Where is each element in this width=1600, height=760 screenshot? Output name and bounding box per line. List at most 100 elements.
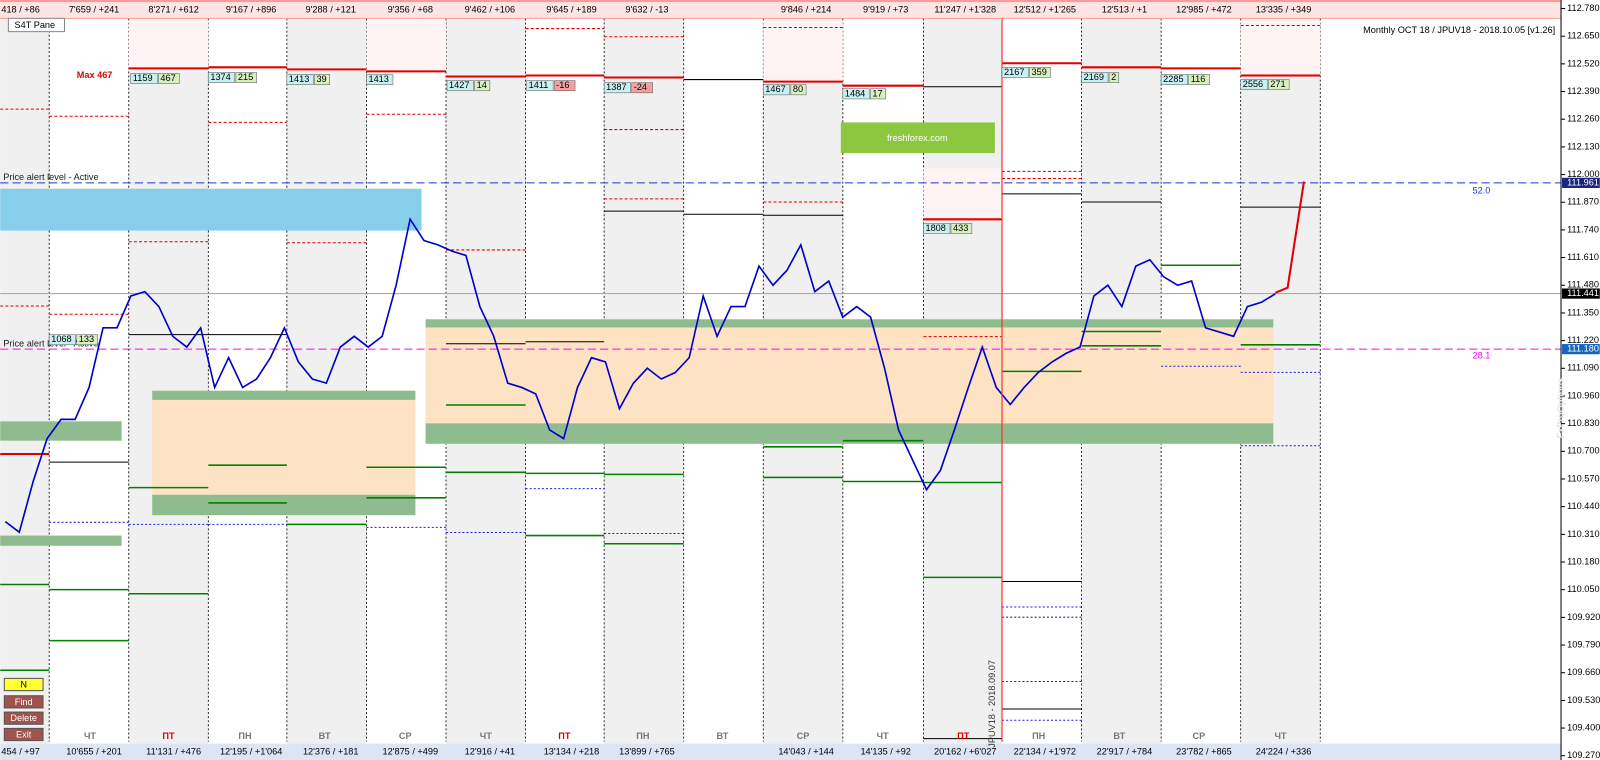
day-label: ПТ — [162, 731, 175, 741]
bottom-label: 454 / +97 — [1, 746, 40, 756]
day-label: СР — [797, 731, 810, 741]
y-tick-label: 110.700 — [1567, 446, 1599, 456]
day-label: СР — [1192, 731, 1205, 741]
y-tick-label: 110.440 — [1567, 501, 1599, 511]
pane-label: S4T Pane — [14, 20, 55, 30]
box-label: 14 — [477, 80, 487, 90]
box-bg — [1001, 67, 1029, 78]
column-bg — [49, 0, 129, 760]
y-tick-label: 111.740 — [1567, 224, 1599, 234]
box-label: 359 — [1032, 67, 1047, 77]
bottom-label: 13'899 / +765 — [619, 746, 675, 756]
button-label[interactable]: Find — [15, 697, 33, 707]
box-label: 116 — [1191, 74, 1206, 84]
box-bg — [603, 82, 631, 94]
box-label: 1387 — [606, 82, 626, 92]
box-bg — [631, 82, 653, 94]
zone — [425, 319, 1274, 444]
y-tick-label: 111.480 — [1567, 280, 1599, 290]
box-label: 2285 — [1163, 74, 1183, 84]
button-bg[interactable] — [3, 711, 44, 725]
box-bg — [526, 80, 554, 92]
box-bg — [158, 73, 180, 84]
column-bg — [128, 0, 209, 760]
y-tick-label: 111.220 — [1567, 335, 1599, 345]
day-label: ЧТ — [1274, 731, 1286, 741]
bottom-label: 23'782 / +865 — [1176, 746, 1232, 756]
header-bar — [0, 0, 1562, 19]
box-label: 1427 — [449, 80, 469, 90]
day-label: СР — [399, 731, 412, 741]
day-label: ВТ — [1113, 731, 1125, 741]
watermark: FxProOptions — [1555, 378, 1565, 439]
y-tick-label: 109.660 — [1567, 667, 1600, 677]
box-bg — [48, 334, 76, 346]
bottom-label: 12'376 / +181 — [303, 746, 359, 756]
button-bg[interactable] — [3, 727, 44, 742]
box-label: 467 — [160, 73, 175, 83]
day-label: ЧТ — [480, 731, 492, 741]
price-line-series — [4, 217, 1276, 534]
button-label[interactable]: N — [20, 679, 27, 689]
box-bg — [286, 74, 314, 85]
bottom-label: 22'134 / +1'972 — [1014, 746, 1076, 756]
column-bg — [1320, 0, 1562, 760]
box-label: 1808 — [925, 223, 945, 233]
button-label[interactable]: Exit — [16, 729, 32, 739]
top-label: 9'919 / +73 — [863, 5, 908, 15]
price-marks — [4, 18, 1305, 742]
box-label: 1374 — [210, 72, 230, 82]
box-label: 433 — [953, 223, 968, 233]
day-label: ВТ — [319, 731, 331, 741]
zone — [425, 423, 1274, 444]
bottom-label: 12'916 / +41 — [465, 746, 515, 756]
column-bg — [208, 0, 287, 760]
forecast-line — [1274, 181, 1305, 294]
top-label: 9'632 / -13 — [625, 5, 668, 15]
top-label: 9'356 / +68 — [388, 5, 433, 15]
day-label: ПТ — [558, 731, 571, 741]
y-tick-label: 111.870 — [1567, 197, 1599, 207]
zone — [152, 390, 416, 400]
box-label: 1413 — [289, 74, 309, 84]
pane-box — [7, 17, 65, 33]
top-label: 9'288 / +121 — [306, 5, 356, 15]
bottom-label: 14'043 / +144 — [778, 746, 834, 756]
button-bg[interactable] — [3, 677, 44, 692]
top-label: 12'985 / +472 — [1176, 5, 1232, 15]
zone — [152, 390, 416, 516]
box-label: 133 — [79, 334, 94, 344]
box-label: 17 — [872, 88, 882, 98]
y-tick-label: 110.050 — [1567, 584, 1599, 594]
box-bg — [870, 88, 886, 100]
top-label: 7'659 / +241 — [69, 5, 119, 15]
box-bg — [474, 80, 491, 92]
y-tick-label: 109.920 — [1567, 612, 1600, 622]
max-label: Max 467 — [77, 70, 113, 80]
box-bg — [950, 223, 973, 234]
box-bg — [235, 72, 258, 83]
button-label[interactable]: Delete — [10, 713, 37, 723]
box-label: 271 — [1270, 79, 1285, 89]
bottom-label: 10'655 / +201 — [66, 746, 122, 756]
bottom-label: 22'917 / +784 — [1097, 746, 1153, 756]
zone — [128, 20, 209, 69]
box-bg — [1240, 79, 1268, 91]
box-bg — [842, 88, 870, 100]
footer-bar — [0, 743, 1562, 760]
ad-label: freshforex.com — [887, 133, 948, 143]
day-label: ВТ — [717, 731, 729, 741]
bottom-label: 24'224 / +336 — [1256, 746, 1312, 756]
box-label: 39 — [316, 74, 326, 84]
button-bg[interactable] — [3, 695, 44, 709]
box-bg — [446, 80, 474, 92]
y-tick-label: 109.530 — [1567, 695, 1600, 705]
box-label: 1484 — [845, 88, 865, 98]
zone — [425, 319, 1274, 328]
box-label: 2167 — [1004, 67, 1024, 77]
box-bg — [76, 334, 98, 346]
y-tick-label: 112.780 — [1567, 3, 1599, 13]
top-label: 12'512 / +1'265 — [1014, 5, 1076, 15]
box-bg — [208, 72, 236, 83]
alert-label: Price alert level - Active — [3, 172, 98, 182]
